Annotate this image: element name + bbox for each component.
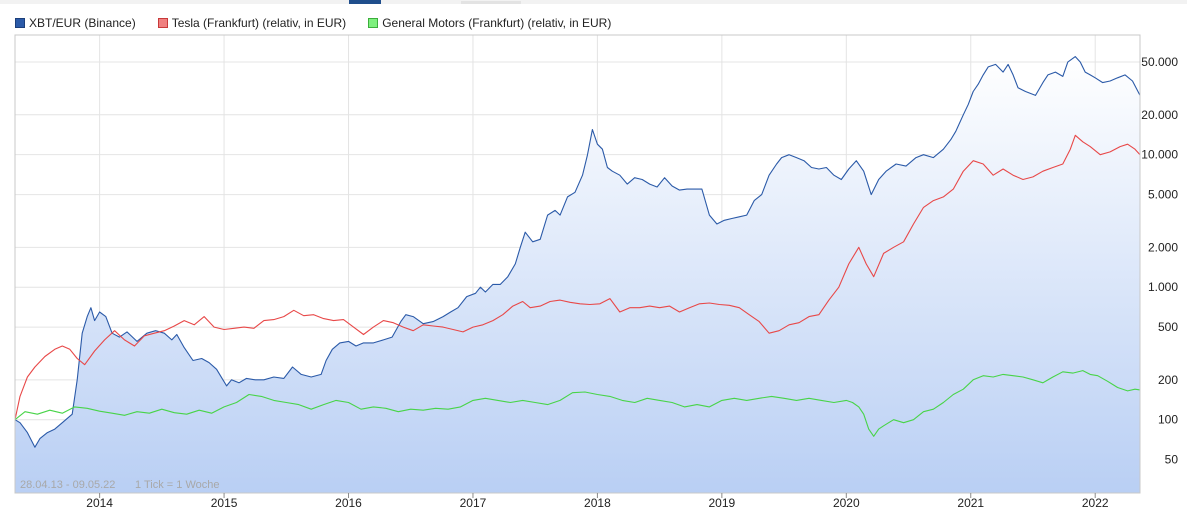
y-tick-label: 10.000 [1141, 148, 1178, 162]
x-tick-label: 2021 [957, 496, 984, 510]
y-tick-label: 20.000 [1141, 108, 1178, 122]
series-line-1 [14, 134, 1141, 420]
y-tick-label: 500 [1158, 320, 1178, 334]
x-axis-ticks: 2014 2015 2016 2017 2018 2019 2020 2021 2022 [86, 493, 1109, 510]
active-tab-indicator[interactable] [349, 0, 381, 4]
plot-frame [14, 34, 1141, 494]
legend-label-xbt: XBT/EUR (Binance) [29, 16, 136, 30]
x-tick-label: 2020 [833, 496, 860, 510]
x-tick-label: 2022 [1082, 496, 1109, 510]
x-tick-label: 2019 [709, 496, 736, 510]
legend-swatch-tesla [157, 18, 168, 28]
y-axis-ticks: 50 100 200 500 1.000 2.000 5.000 10.000 20.000 50… [1141, 55, 1178, 467]
legend-swatch-xbt [15, 18, 25, 28]
y-tick-label: 200 [1158, 373, 1178, 387]
y-tick-label: 1.000 [1148, 280, 1178, 294]
series-area-0 [15, 56, 1140, 493]
legend-item-gm[interactable]: General Motors (Frankfurt) (relativ, in … [368, 16, 611, 30]
x-tick-label: 2018 [584, 496, 611, 510]
x-tick-label: 2015 [211, 496, 238, 510]
area-fill [15, 56, 1140, 493]
series-lines [14, 56, 1141, 448]
legend-label-tesla: Tesla (Frankfurt) (relativ, in EUR) [171, 16, 347, 30]
x-tick-label: 2014 [86, 496, 113, 510]
x-tick-label: 2017 [460, 496, 487, 510]
series-line-2 [14, 370, 1141, 437]
y-tick-label: 50 [1165, 453, 1179, 467]
x-tick-label: 2016 [335, 496, 362, 510]
legend-item-tesla[interactable]: Tesla (Frankfurt) (relativ, in EUR) [157, 16, 347, 30]
y-tick-label: 2.000 [1148, 240, 1178, 254]
tick-note-label: 1 Tick = 1 Woche [135, 479, 219, 491]
legend-swatch-gm [368, 18, 379, 28]
top-tab-strip [0, 0, 1187, 4]
legend-label-gm: General Motors (Frankfurt) (relativ, in … [382, 16, 612, 30]
series-line-0 [14, 56, 1141, 448]
y-tick-label: 5.000 [1148, 188, 1178, 202]
chart-legend: XBT/EUR (Binance) Tesla (Frankfurt) (rel… [15, 15, 633, 31]
y-tick-label: 100 [1158, 413, 1178, 427]
date-range-label: 28.04.13 - 09.05.22 [20, 479, 115, 491]
tab-indicator[interactable] [461, 1, 521, 4]
y-tick-label: 50.000 [1141, 55, 1178, 69]
legend-item-xbt[interactable]: XBT/EUR (Binance) [15, 16, 136, 30]
